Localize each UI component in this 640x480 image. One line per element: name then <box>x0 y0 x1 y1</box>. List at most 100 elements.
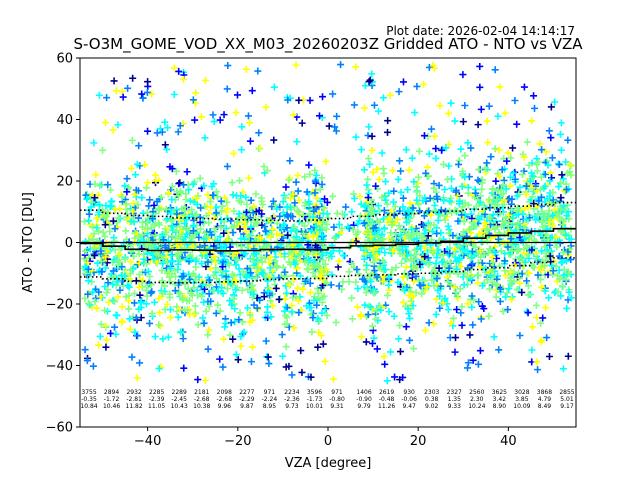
scatter-point <box>204 233 212 241</box>
scatter-point <box>106 228 114 236</box>
scatter-point <box>415 276 423 284</box>
scatter-point <box>173 252 181 260</box>
scatter-point <box>477 315 485 323</box>
scatter-point <box>558 282 566 290</box>
scatter-point <box>364 155 372 163</box>
scatter-point <box>124 84 132 92</box>
scatter-point <box>345 224 353 232</box>
scatter-point <box>440 212 448 220</box>
scatter-point <box>151 220 159 228</box>
scatter-point <box>398 259 406 267</box>
scatter-point <box>299 285 307 293</box>
scatter-point <box>412 272 420 280</box>
scatter-point <box>234 256 242 264</box>
scatter-point <box>505 250 513 258</box>
scatter-point <box>564 136 572 144</box>
scatter-point <box>455 160 463 168</box>
scatter-point <box>258 210 266 218</box>
scatter-point <box>89 362 97 370</box>
scatter-point <box>500 230 508 238</box>
scatter-point <box>451 348 459 356</box>
scatter-point <box>286 157 294 165</box>
scatter-point <box>224 205 232 213</box>
scatter-point <box>318 180 326 188</box>
scatter-point <box>294 264 302 272</box>
scatter-point <box>502 185 510 193</box>
scatter-point <box>420 212 428 220</box>
scatter-point <box>392 230 400 238</box>
scatter-point <box>403 218 411 226</box>
scatter-point <box>411 246 419 254</box>
bin-statistics-annotations: 3755-0.3510.842894-1.7210.462932-2.8111.… <box>80 389 574 410</box>
scatter-point <box>146 273 154 281</box>
scatter-point <box>364 311 372 319</box>
scatter-point <box>270 83 278 91</box>
scatter-point <box>469 321 477 329</box>
scatter-point <box>95 288 103 296</box>
scatter-point <box>373 252 381 260</box>
scatter-point <box>214 301 222 309</box>
scatter-point <box>521 234 529 242</box>
scatter-point <box>494 112 502 120</box>
scatter-point <box>440 197 448 205</box>
upper-std-line <box>80 201 576 222</box>
scatter-point <box>469 356 477 364</box>
scatter-point <box>252 190 260 198</box>
scatter-point <box>482 222 490 230</box>
scatter-point <box>387 229 395 237</box>
scatter-point <box>181 306 189 314</box>
scatter-point <box>296 272 304 280</box>
scatter-point <box>427 125 435 133</box>
scatter-point <box>330 375 338 383</box>
scatter-point <box>97 257 105 265</box>
scatter-point <box>114 252 122 260</box>
scatter-point <box>190 284 198 292</box>
scatter-point <box>133 332 141 340</box>
scatter-point <box>499 239 507 247</box>
scatter-point <box>155 206 163 214</box>
scatter-point <box>524 282 532 290</box>
scatter-point <box>159 335 167 343</box>
scatter-point <box>137 299 145 307</box>
scatter-point <box>162 254 170 262</box>
scatter-point <box>171 267 179 275</box>
scatter-point <box>118 263 126 271</box>
scatter-point <box>295 96 303 104</box>
scatter-point <box>537 319 545 327</box>
scatter-point <box>91 194 99 202</box>
scatter-point <box>369 224 377 232</box>
y-axis-label: ATO - NTO [DU] <box>21 192 36 293</box>
scatter-point <box>444 222 452 230</box>
scatter-point <box>464 359 472 367</box>
scatter-point <box>495 346 503 354</box>
scatter-point <box>222 208 230 216</box>
scatter-point <box>525 254 533 262</box>
scatter-point <box>395 335 403 343</box>
scatter-point <box>430 320 438 328</box>
scatter-point <box>425 260 433 268</box>
scatter-point <box>166 290 174 298</box>
scatter-point <box>472 202 480 210</box>
scatter-point <box>333 112 341 120</box>
scatter-point <box>536 228 544 236</box>
scatter-point <box>521 258 529 266</box>
scatter-point <box>350 190 358 198</box>
scatter-point <box>106 203 114 211</box>
scatter-point <box>329 192 337 200</box>
scatter-point <box>312 251 320 259</box>
scatter-point <box>385 281 393 289</box>
scatter-point <box>550 205 558 213</box>
scatter-point <box>435 210 443 218</box>
scatter-point <box>167 258 175 266</box>
scatter-point <box>114 261 122 269</box>
scatter-point <box>377 306 385 314</box>
scatter-point <box>294 187 302 195</box>
scatter-point <box>188 234 196 242</box>
scatter-point <box>501 218 509 226</box>
scatter-point <box>164 237 172 245</box>
scatter-point <box>474 279 482 287</box>
scatter-point <box>534 271 542 279</box>
scatter-point <box>410 178 418 186</box>
scatter-point <box>294 284 302 292</box>
scatter-point <box>362 338 370 346</box>
